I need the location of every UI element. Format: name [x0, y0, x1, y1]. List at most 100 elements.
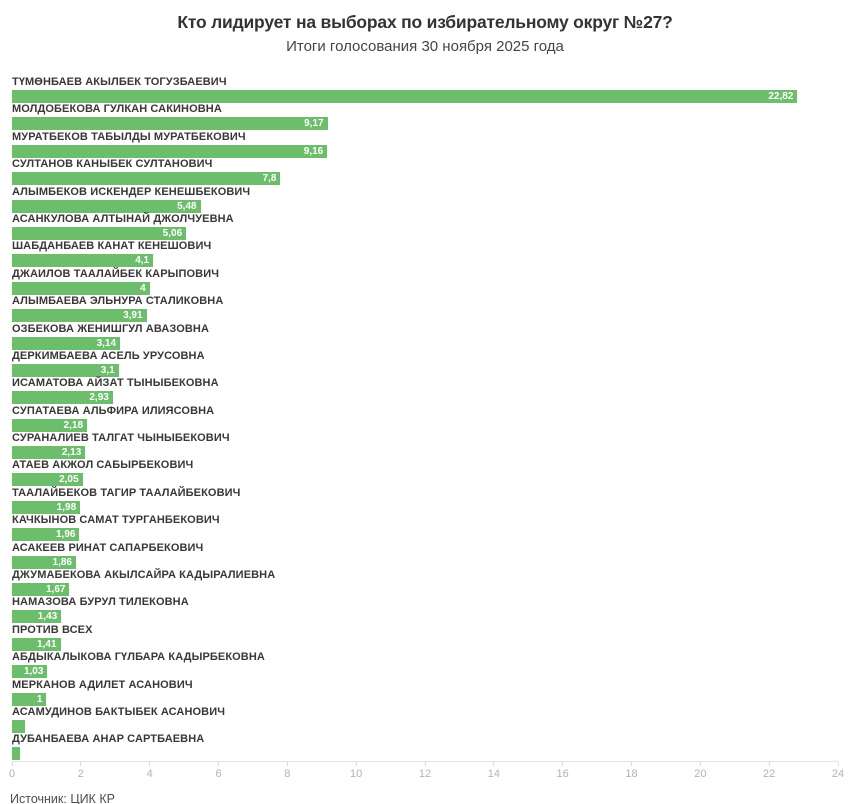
candidate-name: ДЖАИЛОВ ТААЛАЙБЕК КАРЫПОВИЧ	[12, 267, 220, 280]
candidate-name: МУРАТБЕКОВ ТАБЫЛДЫ МУРАТБЕКОВИЧ	[12, 130, 246, 143]
result-bar: 4,1	[12, 254, 154, 268]
result-bar: 4	[12, 281, 150, 295]
x-axis-tick-label: 0	[8, 768, 16, 780]
bar-value-label: 22,82	[768, 91, 794, 102]
bar-value-label: 1,86	[52, 556, 72, 568]
candidate-name: АТАЕВ АКЖОЛ САБЫРБЕКОВИЧ	[12, 459, 194, 472]
x-axis-tick-mark	[562, 762, 564, 766]
chart-row: МЕРКАНОВ АДИЛЕТ АСАНОВИЧ 1	[12, 679, 838, 706]
bar-value-label: 3,14	[96, 337, 117, 349]
bar-track: 3,91	[12, 309, 838, 323]
candidate-name: АСАКЕЕВ РИНАТ САПАРБЕКОВИЧ	[12, 541, 204, 554]
result-bar: 22,82	[12, 90, 798, 103]
candidate-name: ДУБАНБАЕВА АНАР САРТБАЕВНА	[12, 733, 205, 746]
candidate-name: ДЖУМАБЕКОВА АКЫЛСАЙРА КАДЫРАЛИЕВНА	[12, 569, 276, 582]
result-bar: 1,43	[12, 610, 62, 624]
chart-row: ДЖАИЛОВ ТААЛАЙБЕК КАРЫПОВИЧ 4	[12, 268, 838, 295]
candidate-name: МЕРКАНОВ АДИЛЕТ АСАНОВИЧ	[12, 678, 193, 691]
chart-row: АТАЕВ АКЖОЛ САБЫРБЕКОВИЧ 2,05	[12, 459, 838, 487]
result-bar: 3,91	[12, 309, 147, 323]
result-bar: 2,05	[12, 473, 83, 487]
x-axis-tick-mark	[424, 762, 426, 766]
candidate-name: КАЧКЫНОВ САМАТ ТУРГАНБЕКОВИЧ	[12, 514, 220, 527]
bar-value-label: 1,03	[23, 666, 44, 678]
chart-row: АЛЫМБЕКОВ ИСКЕНДЕР КЕНЕШБЕКОВИЧ 5,48	[12, 186, 838, 213]
result-bar: 1,67	[12, 583, 70, 597]
bar-value-label: 1,67	[46, 584, 66, 596]
bar-value-label: 2,13	[61, 447, 82, 459]
chart-row: АЛЫМБАЕВА ЭЛЬНУРА СТАЛИКОВНА 3,91	[12, 295, 838, 323]
bar-track: 2,05	[12, 473, 838, 487]
x-axis-tick-mark	[837, 762, 839, 766]
result-bar: 9,16	[12, 144, 328, 158]
candidate-name: СУПАТАЕВА АЛЬФИРА ИЛИЯСОВНА	[12, 404, 215, 417]
x-axis-tick: 18	[625, 762, 638, 780]
chart-row: ТҮМӨНБАЕВ АКЫЛБЕК ТОГУЗБАЕВИЧ 22,82	[12, 76, 838, 103]
x-axis: 0 2 4 6 8 10 12 14 16 18 20 22 24	[8, 761, 844, 783]
x-axis-tick-label: 18	[625, 768, 638, 780]
result-bar: 5,48	[12, 199, 201, 213]
source-label: Источник:	[10, 792, 67, 804]
bar-track: 2,18	[12, 418, 838, 432]
bar-track: 22,82	[12, 90, 838, 103]
x-axis-tick: 12	[419, 762, 431, 780]
result-bar	[12, 719, 26, 733]
chart-row: АСАКЕЕВ РИНАТ САПАРБЕКОВИЧ 1,86	[12, 542, 838, 569]
bar-track: 1,43	[12, 610, 838, 624]
candidate-name: НАМАЗОВА БУРУЛ ТИЛЕКОВНА	[12, 596, 189, 609]
result-bar: 2,93	[12, 391, 113, 405]
x-axis-tick: 4	[147, 762, 153, 780]
x-axis-tick-mark	[355, 762, 357, 766]
chart-card: Кто лидирует на выборах по избирательном…	[0, 12, 850, 804]
result-bar: 7,8	[12, 172, 281, 186]
bar-track: 9,16	[12, 144, 838, 158]
result-bar: 5,06	[12, 226, 187, 240]
x-axis-tick: 20	[694, 762, 706, 780]
candidate-name: ТААЛАЙБЕКОВ ТАГИР ТААЛАЙБЕКОВИЧ	[12, 486, 241, 499]
bar-track: 5,48	[12, 199, 838, 213]
bar-track: 5,06	[12, 226, 838, 240]
bar-value-label: 1,41	[37, 638, 57, 650]
bar-value-label: 1,43	[37, 611, 58, 623]
x-axis-tick-label: 12	[418, 768, 432, 780]
chart-row: АБДЫКАЛЫКОВА ГҮЛБАРА КАДЫРБЕКОВНА 1,03	[12, 651, 838, 679]
bar-track: 1	[12, 692, 838, 706]
result-bar: 1	[12, 692, 47, 706]
bar-track: 1,98	[12, 500, 838, 514]
x-axis-tick-mark	[218, 762, 219, 766]
result-bar: 1,96	[12, 528, 80, 542]
x-axis-tick-mark	[493, 762, 495, 766]
bar-value-label: 9,16	[303, 145, 324, 157]
result-bar: 3,14	[12, 336, 121, 350]
chart-row: ОЗБЕКОВА ЖЕНИШГУЛ АВАЗОВНА 3,14	[12, 323, 838, 350]
bar-value-label: 1	[36, 693, 43, 705]
result-bar: 1,98	[12, 500, 81, 514]
x-axis-tick-mark	[80, 762, 82, 766]
x-axis-tick: 24	[832, 762, 844, 780]
result-bar	[12, 747, 20, 761]
bar-value-label: 1,98	[56, 501, 77, 513]
x-axis-tick: 6	[215, 762, 222, 780]
x-axis-tick: 22	[763, 762, 775, 780]
bar-track: 2,13	[12, 446, 838, 460]
bar-value-label: 7,8	[262, 173, 277, 185]
candidate-name: ПРОТИВ ВСЕХ	[12, 623, 93, 636]
bar-value-label: 2,18	[63, 419, 84, 431]
source-link[interactable]: ЦИК КР	[70, 792, 115, 804]
bar-value-label: 4	[140, 282, 146, 294]
bar-track: 1,96	[12, 528, 838, 542]
x-axis-tick-mark	[11, 762, 13, 766]
candidate-name: СУЛТАНОВ КАНЫБЕК СУЛТАНОВИЧ	[12, 158, 213, 171]
bar-track: 4	[12, 281, 838, 295]
candidate-name: СУРАНАЛИЕВ ТАЛГАТ ЧЫНЫБЕКОВИЧ	[12, 432, 230, 445]
x-axis-tick-label: 22	[763, 768, 776, 780]
bar-value-label: 5,06	[162, 227, 183, 239]
bar-track: 2,93	[12, 391, 838, 405]
bar-track	[12, 747, 838, 761]
bar-track: 1,41	[12, 637, 838, 651]
chart-row: МУРАТБЕКОВ ТАБЫЛДЫ МУРАТБЕКОВИЧ 9,16	[12, 131, 838, 158]
candidate-name: ОЗБЕКОВА ЖЕНИШГУЛ АВАЗОВНА	[12, 322, 209, 335]
candidate-name: АСАМУДИНОВ БАКТЫБЕК АСАНОВИЧ	[12, 705, 226, 718]
x-axis-tick: 8	[284, 762, 290, 780]
bar-track: 1,03	[12, 665, 838, 679]
